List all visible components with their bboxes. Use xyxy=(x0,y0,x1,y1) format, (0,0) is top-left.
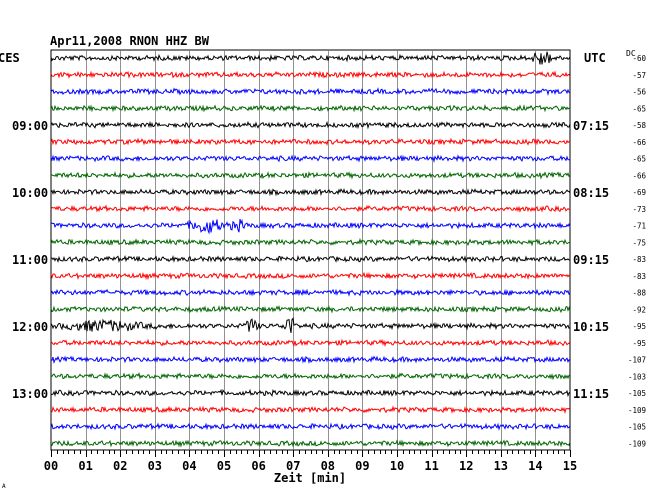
x-tick-label: 15 xyxy=(563,459,577,473)
dc-offset-label: -92 xyxy=(632,305,646,314)
trace-row-6 xyxy=(50,154,570,164)
dc-offset-label: -103 xyxy=(628,372,646,381)
trace-row-12 xyxy=(50,254,571,264)
x-tick-label: 08 xyxy=(321,459,335,473)
dc-offset-label: -57 xyxy=(632,71,646,80)
dc-offset-label: -69 xyxy=(632,188,646,197)
trace-row-7 xyxy=(51,171,571,180)
x-tick-label: 11 xyxy=(424,459,438,473)
trace-row-3 xyxy=(50,104,571,113)
trace-row-5 xyxy=(50,137,571,147)
dc-offset-label: -65 xyxy=(632,104,646,113)
dc-offset-label: -109 xyxy=(628,406,646,415)
x-tick-label: 13 xyxy=(494,459,508,473)
trace-row-14 xyxy=(50,288,571,297)
dc-offset-label: -88 xyxy=(632,289,646,298)
footer-mark: A xyxy=(2,483,6,490)
dc-offset-label: -75 xyxy=(632,238,646,247)
x-tick-label: 06 xyxy=(251,459,265,473)
x-tick-label: 12 xyxy=(459,459,473,473)
dc-offset-label: -65 xyxy=(632,155,646,164)
dc-offset-label: -83 xyxy=(632,255,646,264)
plot-frame xyxy=(50,49,571,451)
trace-row-21 xyxy=(50,405,571,415)
trace-row-19 xyxy=(50,371,571,381)
trace-row-1 xyxy=(50,70,571,79)
x-tick-label: 00 xyxy=(44,459,58,473)
x-tick-label: 10 xyxy=(390,459,404,473)
x-tick-label: 05 xyxy=(217,459,231,473)
dc-offset-label: -105 xyxy=(628,389,646,398)
trace-row-4 xyxy=(50,120,571,130)
trace-layer xyxy=(50,51,571,448)
trace-row-9 xyxy=(50,204,571,213)
hour-label-left: 09:00 xyxy=(12,119,48,133)
x-tick-label: 02 xyxy=(113,459,127,473)
dc-offset-label: -109 xyxy=(628,439,646,448)
dc-label: DC xyxy=(626,49,636,58)
x-tick-label: 01 xyxy=(78,459,92,473)
trace-row-10 xyxy=(50,218,571,235)
chart-title: Apr11,2008 RNON HHZ BW xyxy=(50,34,210,48)
hour-label-right: 10:15 xyxy=(573,320,609,334)
hour-label-right: 11:15 xyxy=(573,387,609,401)
hour-label-left: 10:00 xyxy=(12,186,48,200)
x-tick-label: 03 xyxy=(148,459,162,473)
trace-row-11 xyxy=(50,237,571,247)
label-layer: 00 01 02 03 04 05 06 07 08 09 10 11 12 13 14 15 -60 -57 -5… xyxy=(12,54,646,473)
hour-label-right: 07:15 xyxy=(573,119,609,133)
trace-row-0 xyxy=(50,51,571,65)
dc-offset-label: -95 xyxy=(632,322,646,331)
hour-label-right: 08:15 xyxy=(573,186,609,200)
x-tick-label: 04 xyxy=(182,459,196,473)
trace-row-22 xyxy=(50,422,571,431)
dc-offset-label: -105 xyxy=(628,423,646,432)
right-timezone-label: UTC xyxy=(584,51,606,65)
dc-offset-label: -66 xyxy=(632,138,646,147)
trace-row-20 xyxy=(50,388,571,398)
x-tick-label: 07 xyxy=(286,459,300,473)
x-axis-label: Zeit [min] xyxy=(274,471,346,485)
dc-offset-label: -58 xyxy=(632,121,646,130)
trace-row-15 xyxy=(50,304,571,314)
x-tick-label: 09 xyxy=(355,459,369,473)
dc-offset-label: -56 xyxy=(632,88,646,97)
left-timezone-label: CES xyxy=(0,51,20,65)
trace-row-16 xyxy=(50,317,571,333)
dc-offset-label: -73 xyxy=(632,205,646,214)
trace-row-2 xyxy=(50,87,571,96)
trace-row-23 xyxy=(50,439,571,448)
trace-row-18 xyxy=(51,355,571,365)
grid-layer xyxy=(50,49,571,457)
trace-row-17 xyxy=(50,338,571,348)
dc-offset-label: -71 xyxy=(632,222,646,231)
trace-row-8 xyxy=(50,188,571,197)
dc-offset-label: -83 xyxy=(632,272,646,281)
hour-label-left: 12:00 xyxy=(12,320,48,334)
dc-offset-label: -95 xyxy=(632,339,646,348)
x-tick-label: 14 xyxy=(528,459,542,473)
dc-offset-label: -60 xyxy=(632,54,646,63)
dc-offset-label: -66 xyxy=(632,171,646,180)
dc-offset-label: -107 xyxy=(628,356,646,365)
hour-label-left: 11:00 xyxy=(12,253,48,267)
hour-label-right: 09:15 xyxy=(573,253,609,267)
trace-row-13 xyxy=(50,271,571,281)
hour-label-left: 13:00 xyxy=(12,387,48,401)
